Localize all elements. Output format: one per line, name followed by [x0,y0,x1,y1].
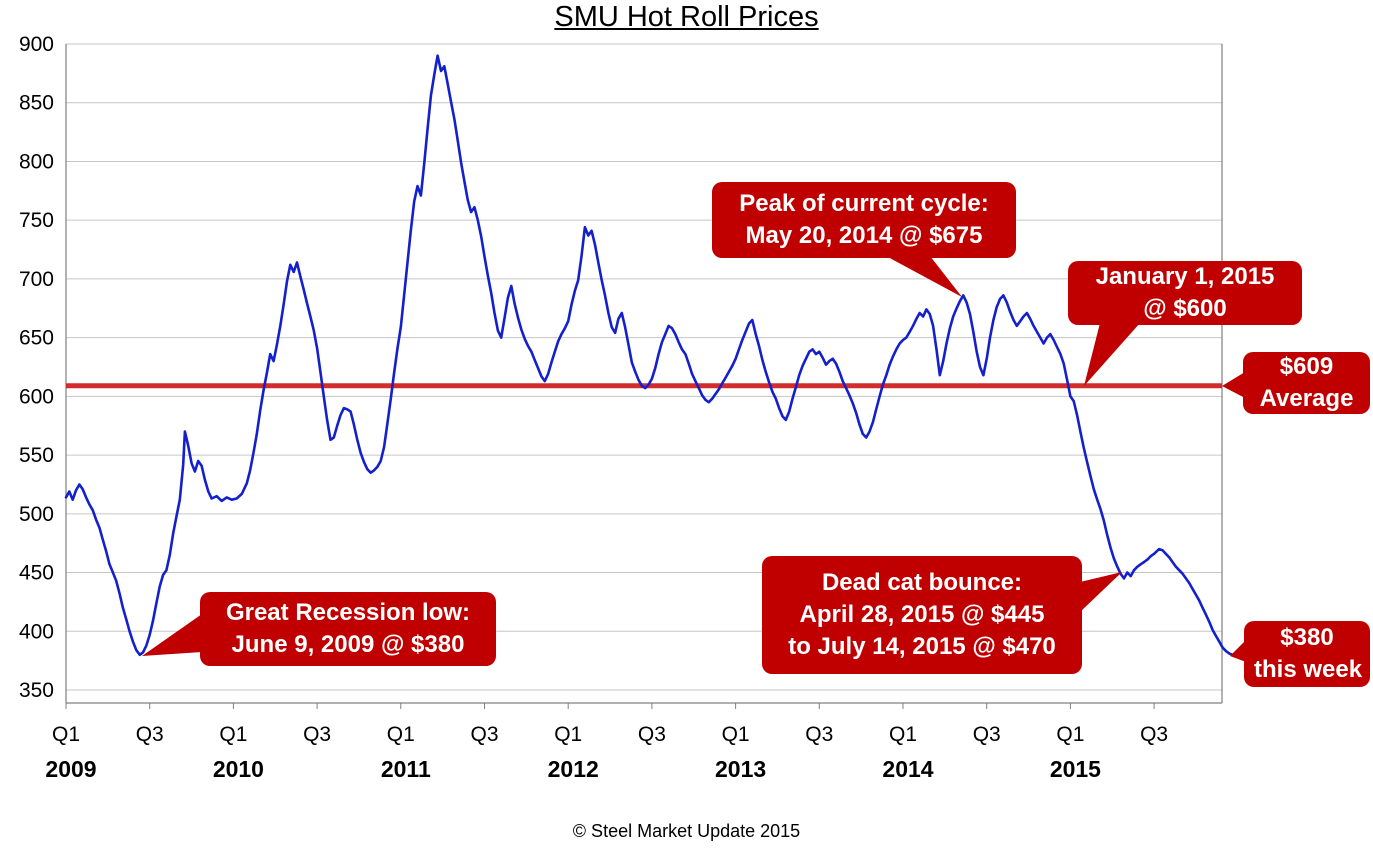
x-axis-quarter-label: Q3 [470,723,498,746]
x-axis-quarter-label: Q1 [52,723,80,746]
annotation-line: June 9, 2009 @ $380 [231,631,465,658]
annotation-line: Great Recession low: [225,599,471,627]
annotation-line: January 1, 2015 [1095,263,1275,291]
annotation-line: Dead cat bounce: [821,569,1023,597]
annotation-line: this week [1254,656,1363,683]
x-axis-quarter-label: Q1 [219,723,247,746]
y-axis-label: 550 [19,444,54,467]
annotation-line: to July 14, 2015 @ $470 [788,632,1056,660]
price-series-line [64,54,1235,657]
x-axis-year-label: 2012 [548,756,599,782]
annotation-line: $380 [1280,624,1334,652]
x-axis-quarter-label: Q1 [554,723,582,746]
annotation-pointer-peak [886,256,962,297]
y-axis-label: 700 [19,268,54,291]
chart-title: SMU Hot Roll Prices [554,1,819,33]
x-axis-quarter-label: Q1 [1056,723,1084,746]
annotation-line: April 28, 2015 @ $445 [799,601,1045,629]
y-axis-label: 500 [19,503,54,526]
annotation-pointer-recession [142,614,202,656]
y-axis-label: 450 [19,562,54,585]
annotation-dead-cat-bounce: Dead cat bounce: April 28, 2015 @ $445 t… [762,556,1082,674]
annotation-line: Peak of current cycle: [739,190,989,218]
annotation-january-2015: January 1, 2015 @ $600 [1068,261,1302,325]
y-axis-label: 600 [19,385,54,408]
x-axis-year-label: 2010 [213,756,264,782]
x-axis-quarter-label: Q3 [638,723,666,746]
annotation-great-recession-low: Great Recession low: June 9, 2009 @ $380 [200,592,496,666]
annotation-pointer-deadcat [1080,572,1122,612]
x-axis-year-label: 2009 [45,756,96,782]
annotation-pointer-jan2015 [1084,323,1140,386]
x-axis-quarter-label: Q3 [1140,723,1168,746]
y-axis-label: 750 [19,209,54,232]
annotation-line: May 20, 2014 @ $675 [745,222,983,249]
x-axis-quarter-label: Q3 [303,723,331,746]
x-axis-year-label: 2011 [381,756,431,782]
x-axis-quarter-label: Q3 [973,723,1001,746]
x-axis-year-label: 2014 [882,756,933,782]
annotation-price-this-week: $380 this week [1244,621,1370,687]
y-axis-label: 850 [19,92,54,115]
annotation-cycle-peak: Peak of current cycle: May 20, 2014 @ $6… [712,182,1016,258]
annotation-line: Average [1259,385,1354,412]
y-axis-label: 650 [19,327,54,350]
annotation-line: @ $600 [1143,295,1227,322]
y-axis-label: 800 [19,150,54,173]
x-axis-quarter-label: Q3 [805,723,833,746]
x-axis-quarter-label: Q1 [722,723,750,746]
x-axis-quarter-label: Q1 [889,723,917,746]
annotation-line: $609 [1279,353,1334,381]
y-axis-label: 900 [19,33,54,56]
x-axis-year-label: 2013 [715,756,766,782]
copyright-text: © Steel Market Update 2015 [572,821,801,841]
y-axis-label: 350 [19,679,54,702]
annotation-average-price: $609 Average [1243,352,1370,414]
x-axis-quarter-label: Q3 [136,723,164,746]
x-axis-year-label: 2015 [1050,756,1101,782]
y-axis-label: 400 [19,620,54,643]
annotation-pointer-average [1222,372,1245,398]
annotation-pointer-thisweek [1230,640,1246,662]
x-axis-quarter-label: Q1 [387,723,415,746]
